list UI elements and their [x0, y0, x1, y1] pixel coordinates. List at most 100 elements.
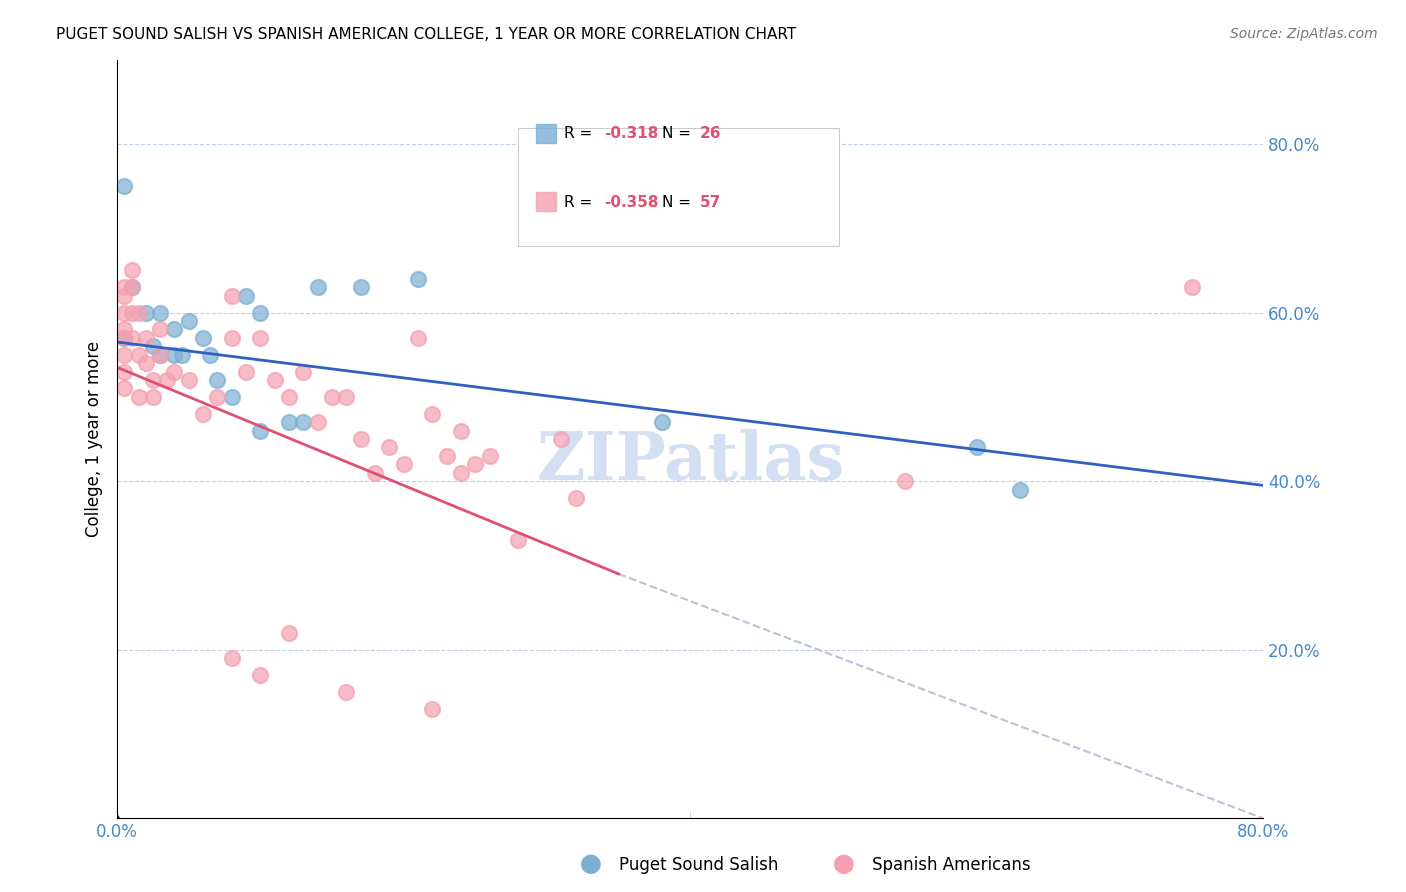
Point — [422, 702, 444, 716]
Point — [378, 441, 401, 455]
Point — [278, 415, 301, 429]
Point — [135, 331, 157, 345]
Text: N =: N = — [662, 194, 696, 210]
Point — [350, 432, 373, 446]
Text: -0.318: -0.318 — [605, 127, 658, 142]
Point — [112, 331, 135, 345]
Point — [450, 466, 472, 480]
Y-axis label: College, 1 year or more: College, 1 year or more — [86, 341, 103, 537]
Point — [406, 272, 429, 286]
Point — [142, 373, 165, 387]
Bar — [536, 124, 557, 143]
Point — [263, 373, 285, 387]
Point — [191, 407, 214, 421]
Point — [651, 415, 673, 429]
Point — [177, 373, 200, 387]
Point — [450, 424, 472, 438]
Point — [235, 365, 257, 379]
Point — [149, 322, 172, 336]
Point — [508, 533, 530, 548]
Point — [292, 365, 315, 379]
Point — [235, 288, 257, 302]
Text: R =: R = — [564, 127, 598, 142]
Point — [966, 441, 988, 455]
Point — [135, 356, 157, 370]
FancyBboxPatch shape — [519, 128, 839, 245]
Point — [112, 365, 135, 379]
Point — [307, 280, 329, 294]
Text: -0.358: -0.358 — [605, 194, 659, 210]
Point — [128, 390, 150, 404]
Point — [121, 263, 143, 277]
Point — [156, 373, 179, 387]
Text: ⬤: ⬤ — [832, 855, 855, 874]
Point — [135, 305, 157, 319]
Point — [350, 280, 373, 294]
Point — [335, 685, 357, 699]
Point — [128, 305, 150, 319]
Point — [221, 288, 243, 302]
Bar — [536, 193, 557, 211]
Point — [149, 348, 172, 362]
Point — [142, 339, 165, 353]
Point — [894, 474, 917, 488]
Text: ⬤: ⬤ — [579, 855, 602, 874]
Point — [249, 305, 271, 319]
Point — [112, 322, 135, 336]
Point — [149, 305, 172, 319]
Point — [307, 415, 329, 429]
Text: N =: N = — [662, 127, 696, 142]
Point — [121, 305, 143, 319]
Point — [422, 407, 444, 421]
Point — [221, 390, 243, 404]
Point — [112, 288, 135, 302]
Point — [112, 348, 135, 362]
Point — [121, 331, 143, 345]
Point — [170, 348, 193, 362]
Text: PUGET SOUND SALISH VS SPANISH AMERICAN COLLEGE, 1 YEAR OR MORE CORRELATION CHART: PUGET SOUND SALISH VS SPANISH AMERICAN C… — [56, 27, 796, 42]
Point — [221, 331, 243, 345]
Point — [550, 432, 572, 446]
Point — [191, 331, 214, 345]
Point — [163, 365, 186, 379]
Point — [142, 390, 165, 404]
Point — [392, 458, 415, 472]
Point — [292, 415, 315, 429]
Point — [278, 626, 301, 640]
Point — [163, 322, 186, 336]
Point — [163, 348, 186, 362]
Point — [249, 331, 271, 345]
Point — [564, 491, 586, 505]
Point — [112, 280, 135, 294]
Point — [128, 348, 150, 362]
Text: 26: 26 — [699, 127, 721, 142]
Point — [221, 651, 243, 665]
Point — [121, 280, 143, 294]
Point — [149, 348, 172, 362]
Text: Spanish Americans: Spanish Americans — [872, 856, 1031, 874]
Point — [177, 314, 200, 328]
Point — [278, 390, 301, 404]
Point — [249, 668, 271, 682]
Point — [1008, 483, 1031, 497]
Point — [364, 466, 387, 480]
Point — [112, 305, 135, 319]
Point — [406, 331, 429, 345]
Point — [200, 348, 222, 362]
Point — [112, 179, 135, 194]
Point — [112, 381, 135, 395]
Point — [335, 390, 357, 404]
Point — [464, 458, 486, 472]
FancyArrow shape — [115, 814, 120, 819]
Point — [207, 390, 229, 404]
Text: 57: 57 — [699, 194, 721, 210]
Point — [1181, 280, 1204, 294]
Text: Puget Sound Salish: Puget Sound Salish — [619, 856, 778, 874]
Point — [478, 449, 501, 463]
Text: R =: R = — [564, 194, 598, 210]
Text: Source: ZipAtlas.com: Source: ZipAtlas.com — [1230, 27, 1378, 41]
Text: ZIPatlas: ZIPatlas — [536, 429, 845, 494]
Point — [112, 331, 135, 345]
Point — [436, 449, 458, 463]
Point — [207, 373, 229, 387]
